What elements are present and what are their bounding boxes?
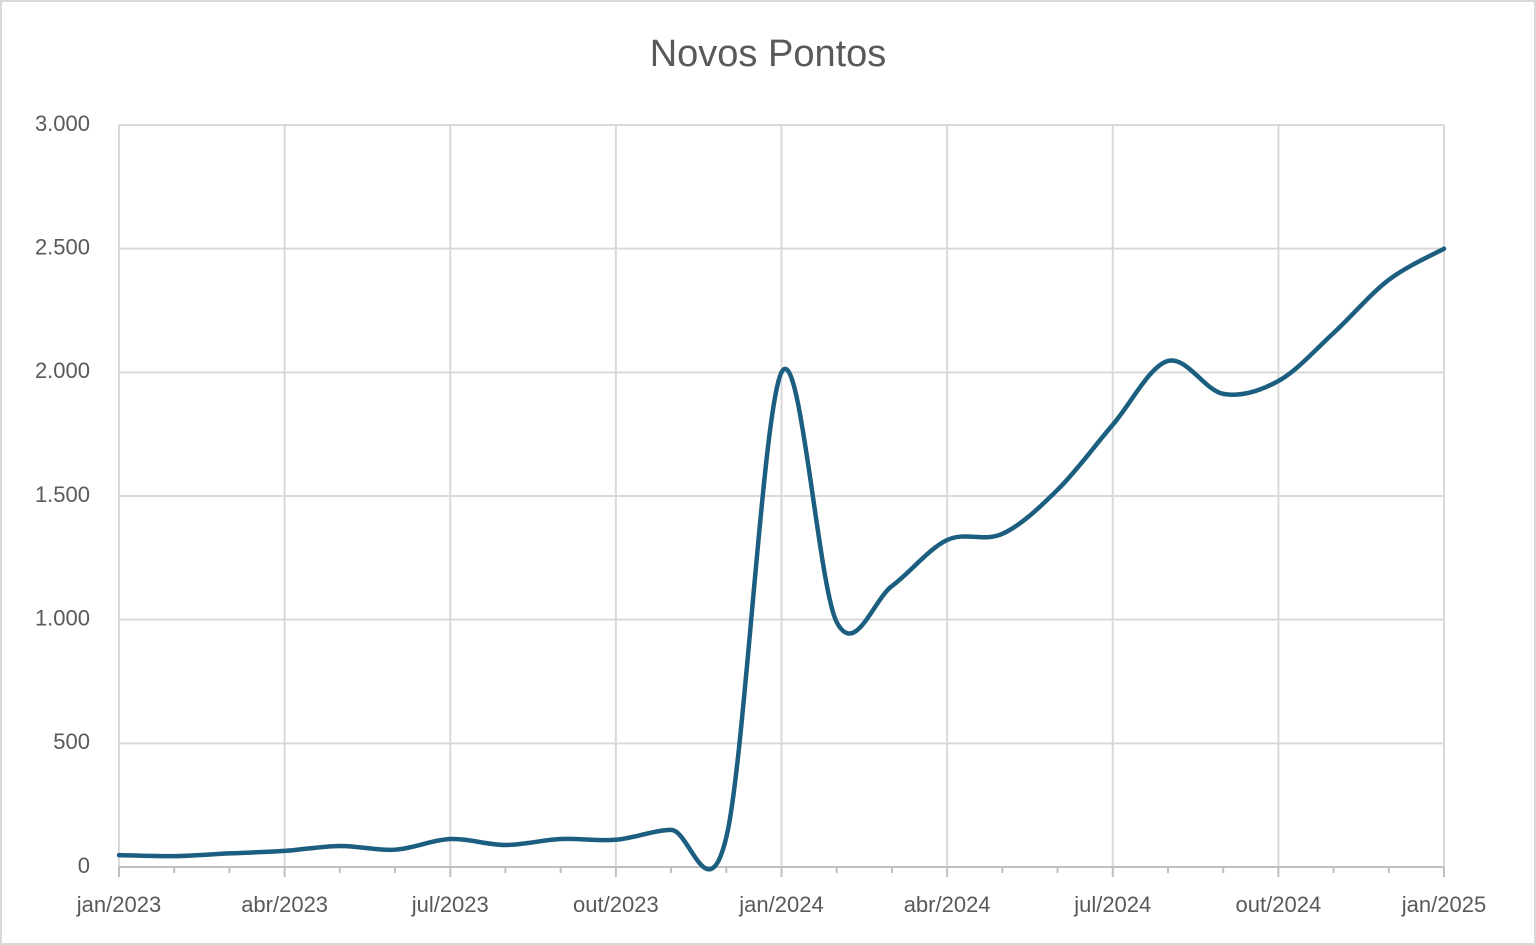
x-tick-label: jul/2024 <box>1073 892 1151 917</box>
x-tick-label: jan/2023 <box>76 892 161 917</box>
x-tick-label: out/2023 <box>573 892 659 917</box>
data-line <box>116 246 1447 872</box>
x-tick-label: jan/2025 <box>1401 892 1486 917</box>
y-tick-label: 0 <box>78 853 90 878</box>
y-tick-label: 1.500 <box>35 482 90 507</box>
y-tick-label: 2.000 <box>35 358 90 383</box>
x-tick-label: out/2024 <box>1236 892 1322 917</box>
chart-title: Novos Pontos <box>650 33 887 75</box>
x-tick-label: abr/2023 <box>241 892 328 917</box>
y-tick-label: 1.000 <box>35 605 90 630</box>
x-tick-label: abr/2024 <box>904 892 991 917</box>
x-tick-label: jul/2023 <box>411 892 489 917</box>
y-tick-label: 2.500 <box>35 234 90 259</box>
x-tick-label: jan/2024 <box>738 892 823 917</box>
y-tick-label: 500 <box>53 729 90 754</box>
y-tick-label: 3.000 <box>35 111 90 136</box>
